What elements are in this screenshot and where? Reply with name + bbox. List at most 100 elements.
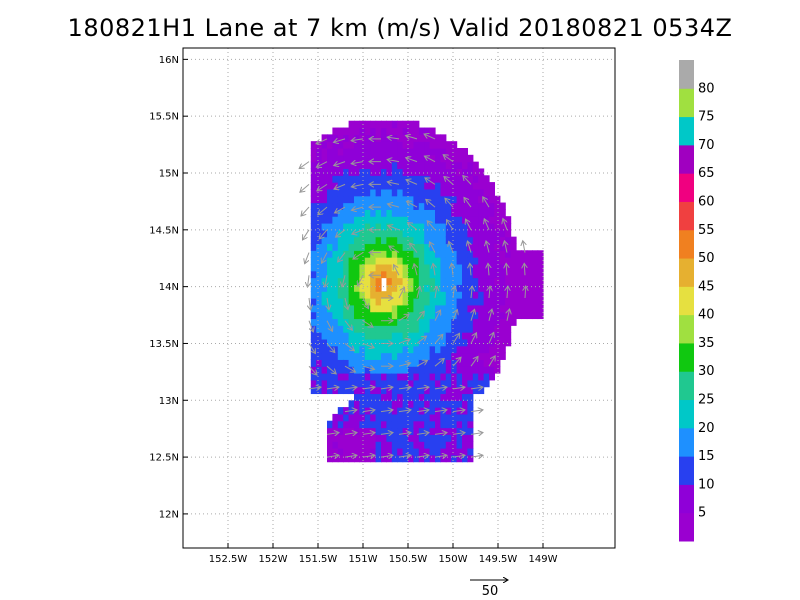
wind-cell <box>429 202 436 210</box>
wind-cell <box>359 263 366 272</box>
wind-cell <box>370 175 377 183</box>
wind-cell <box>435 202 441 210</box>
wind-vector <box>398 314 409 322</box>
wind-cell <box>316 345 323 354</box>
wind-vector <box>308 320 313 332</box>
wind-cell <box>456 441 463 449</box>
wind-cell <box>445 454 452 463</box>
wind-cell <box>451 386 458 395</box>
wind-cell <box>332 420 339 429</box>
wind-cell <box>472 195 479 204</box>
wind-cell <box>467 345 474 354</box>
wind-cell <box>499 304 506 313</box>
wind-cell <box>397 134 404 142</box>
wind-cell <box>526 277 533 285</box>
wind-cell <box>381 352 387 360</box>
wind-cell <box>402 229 409 238</box>
wind-cell <box>397 148 404 156</box>
wind-cell <box>478 236 485 245</box>
wind-cell <box>386 448 393 456</box>
wind-cell <box>478 379 485 388</box>
wind-cell <box>332 127 339 135</box>
wind-cell <box>316 352 323 360</box>
wind-cell <box>451 407 458 415</box>
wind-cell <box>310 270 317 279</box>
wind-cell <box>397 386 404 395</box>
wind-cell <box>337 148 344 156</box>
wind-cell <box>364 379 371 388</box>
wind-cell <box>386 188 393 197</box>
wind-cell <box>516 263 522 272</box>
wind-cell <box>397 407 404 415</box>
wind-cell <box>321 318 328 326</box>
wind-cell <box>354 338 360 347</box>
wind-cell <box>440 434 447 442</box>
wind-cell <box>397 393 404 401</box>
wind-cell <box>408 448 414 456</box>
wind-cell <box>429 250 436 258</box>
wind-cell <box>445 448 452 456</box>
wind-cell <box>370 311 377 320</box>
wind-vector <box>353 252 364 260</box>
wind-cell <box>429 236 436 245</box>
wind-vector <box>326 387 339 389</box>
wind-cell <box>440 393 447 401</box>
wind-vector <box>463 176 472 185</box>
wind-vector <box>325 275 327 287</box>
wind-cell <box>505 236 512 245</box>
wind-cell <box>489 338 495 347</box>
wind-cell <box>386 127 393 135</box>
wind-cell <box>456 325 463 333</box>
wind-cell <box>440 236 447 245</box>
wind-vector <box>467 241 471 253</box>
wind-cell <box>462 434 468 442</box>
wind-cell <box>364 338 371 347</box>
wind-cell <box>451 434 458 442</box>
wind-cell <box>391 277 398 285</box>
wind-cell <box>413 386 420 395</box>
wind-cell <box>467 454 474 463</box>
wind-cell <box>478 168 485 176</box>
wind-cell <box>445 270 452 279</box>
wind-cell <box>440 284 447 292</box>
wind-cell <box>516 298 522 306</box>
wind-cell <box>386 400 393 408</box>
wind-cell <box>359 366 366 374</box>
wind-cell <box>467 188 474 197</box>
wind-vector <box>406 201 418 208</box>
wind-cell <box>462 161 468 170</box>
wind-vector <box>434 334 443 344</box>
wind-cell <box>359 441 366 449</box>
wind-cell <box>451 400 458 408</box>
wind-cell <box>391 413 398 422</box>
wind-cell <box>408 434 414 442</box>
x-tick-label: 149.5W <box>479 554 518 565</box>
wind-cell <box>332 448 339 456</box>
wind-cell <box>462 202 468 210</box>
wind-cell <box>510 284 517 292</box>
wind-cell <box>327 318 333 326</box>
wind-cell <box>327 154 333 163</box>
y-tick-label: 12.5N <box>149 453 179 464</box>
wind-cell <box>391 407 398 415</box>
wind-cell <box>429 304 436 313</box>
wind-cell <box>364 188 371 197</box>
wind-vector <box>351 139 364 141</box>
wind-cell <box>451 338 458 347</box>
wind-cell <box>370 427 377 435</box>
wind-cell <box>370 188 377 197</box>
wind-vector <box>408 222 418 231</box>
wind-cell <box>402 454 409 463</box>
wind-cell <box>537 270 544 279</box>
wind-cell <box>445 352 452 360</box>
wind-cell <box>386 250 393 258</box>
wind-cell <box>456 393 463 401</box>
wind-cell <box>397 427 404 435</box>
wind-cell <box>413 148 420 156</box>
wind-cell <box>375 161 382 170</box>
wind-cell <box>321 209 328 217</box>
wind-vector <box>524 263 525 276</box>
wind-cell <box>435 318 441 326</box>
y-tick-label: 15N <box>159 169 179 180</box>
